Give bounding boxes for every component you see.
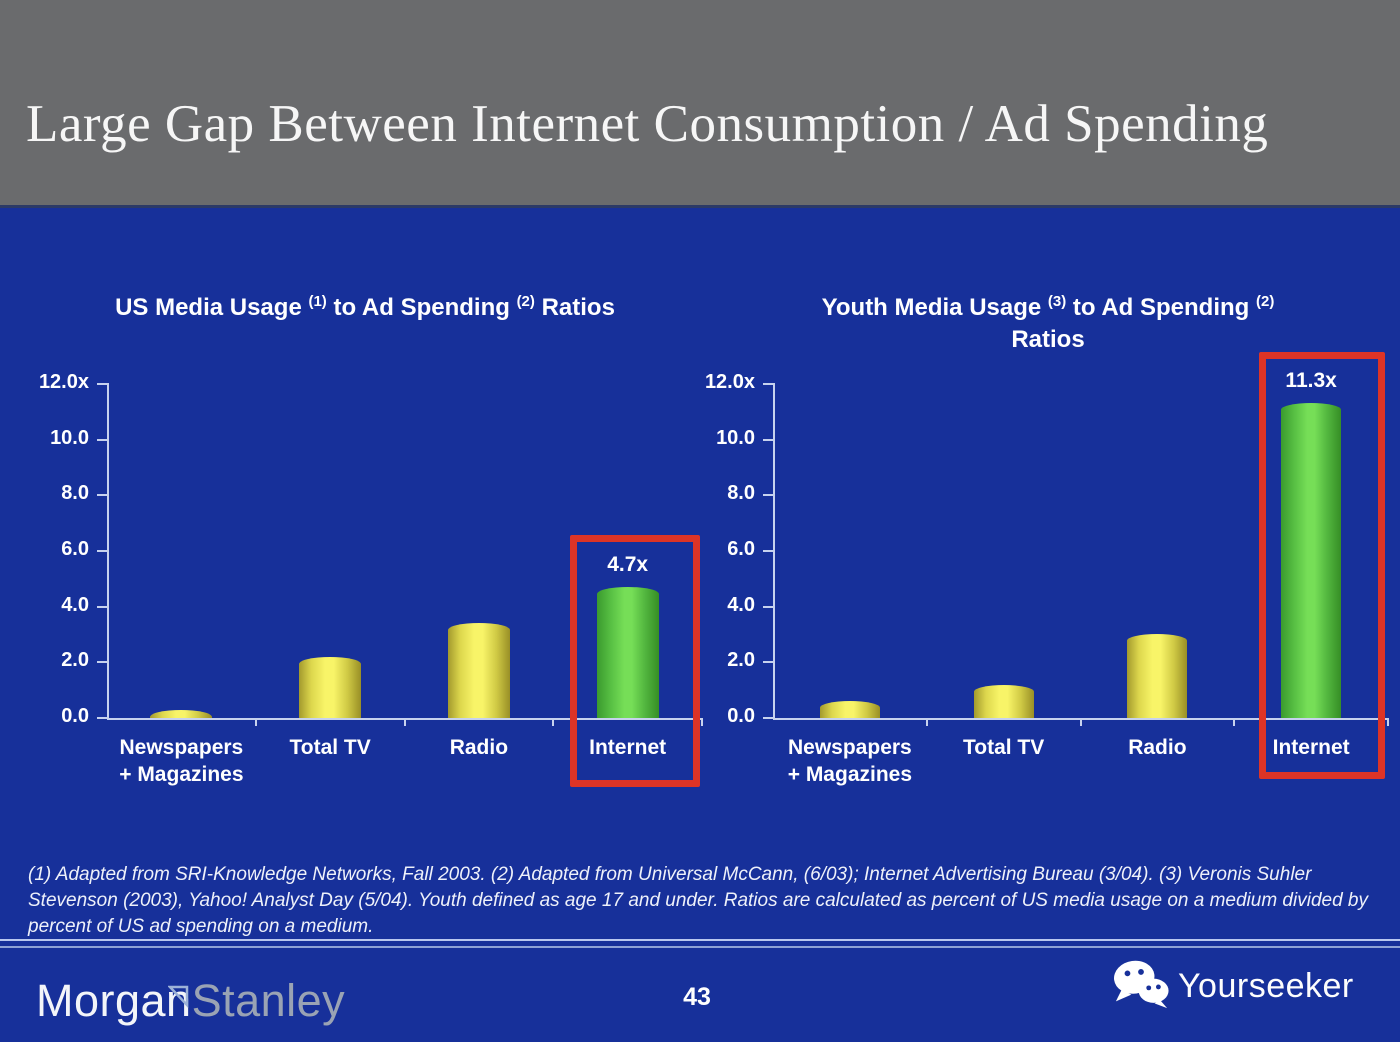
- y-axis-tick: [763, 717, 773, 719]
- category-label-line: Newspapers: [119, 736, 244, 759]
- x-axis-tick: [701, 718, 703, 726]
- category-label-line: Internet: [1272, 736, 1350, 759]
- footnote: (1) Adapted from SRI-Knowledge Networks,…: [28, 864, 1368, 937]
- y-axis-tick-label: 8.0: [61, 482, 89, 505]
- bar-radio: [1127, 634, 1187, 718]
- yourseeker-watermark: Yourseeker: [1112, 958, 1354, 1015]
- x-axis-tick: [254, 718, 257, 726]
- title-superscript: (3): [1047, 293, 1067, 310]
- y-axis-tick: [97, 717, 107, 719]
- bar-value-label: 4.7x: [607, 553, 649, 576]
- title-text: to Ad Spending: [1066, 294, 1256, 321]
- y-axis-tick-label: 8.0: [727, 482, 755, 505]
- y-axis-line: [773, 383, 775, 719]
- y-axis-tick-label: 0.0: [61, 705, 89, 727]
- category-label: Internet: [533, 734, 723, 761]
- title-text: to Ad Spending: [326, 294, 517, 321]
- y-axis-tick: [763, 438, 773, 441]
- y-axis-tick: [763, 605, 773, 608]
- y-axis-tick: [97, 550, 107, 552]
- category-label: Newspapers + Magazines: [86, 734, 276, 789]
- morgan-stanley-triangle-icon: [167, 967, 190, 1019]
- wechat-icon: [1112, 958, 1170, 1015]
- y-axis-tick-label: 12.0x: [704, 371, 755, 393]
- slide-title: Large Gap Between Internet Consumption /…: [26, 94, 1269, 153]
- y-axis-tick-label: 2.0: [727, 649, 755, 672]
- highlight-box: [570, 535, 700, 787]
- chart-title: Youth Media Usage (3) to Ad Spending (2)…: [763, 292, 1333, 357]
- title-text: Youth Media Usage: [821, 294, 1048, 321]
- y-axis-tick: [97, 494, 107, 497]
- category-label-line: Total TV: [962, 736, 1045, 759]
- y-axis-line: [107, 383, 109, 719]
- title-text: Ratios: [534, 294, 615, 321]
- y-axis-tick-label: 6.0: [727, 538, 755, 560]
- y-axis-tick: [97, 605, 107, 608]
- category-label: Total TV: [909, 734, 1099, 761]
- bar-total-tv: [299, 657, 361, 718]
- y-axis-tick-label: 10.0: [50, 426, 89, 449]
- highlight-box: [1259, 352, 1385, 779]
- y-axis-tick: [763, 494, 773, 497]
- x-axis-tick: [403, 718, 406, 726]
- y-axis-tick: [763, 661, 773, 664]
- category-label-line: Internet: [589, 736, 667, 759]
- bar-total-tv: [974, 685, 1034, 718]
- bar-radio: [448, 623, 510, 718]
- y-axis-tick-label: 0.0: [727, 705, 755, 727]
- y-axis-tick: [97, 661, 107, 664]
- y-axis-tick: [97, 383, 107, 385]
- watermark-text: Yourseeker: [1178, 967, 1354, 1005]
- morgan-stanley-logo: MorganStanley: [36, 975, 345, 1027]
- y-axis-tick-label: 10.0: [716, 426, 755, 449]
- bar-internet: [1281, 403, 1341, 718]
- x-axis-tick: [1079, 718, 1082, 726]
- category-label: Radio: [1062, 734, 1252, 761]
- category-label: Total TV: [235, 734, 425, 761]
- category-label: Internet: [1216, 734, 1400, 761]
- x-axis-tick: [1387, 718, 1389, 726]
- logo-text-stanley: Stanley: [191, 975, 346, 1026]
- y-axis-tick: [763, 550, 773, 552]
- category-label-line: Newspapers: [788, 736, 912, 759]
- x-axis-tick: [925, 718, 928, 726]
- category-label: Newspapers + Magazines: [755, 734, 945, 789]
- y-axis-tick-label: 6.0: [61, 538, 89, 560]
- title-superscript: (1): [308, 293, 327, 310]
- bar-newspapers-magazines: [150, 710, 212, 718]
- title-superscript: (2): [516, 293, 535, 310]
- category-label-line: + Magazines: [787, 763, 913, 787]
- bar-value-label: 11.3x: [1285, 369, 1337, 392]
- x-axis-tick: [552, 718, 555, 726]
- y-axis-tick: [763, 383, 773, 385]
- bar-newspapers-magazines: [820, 701, 880, 718]
- slide-header: Large Gap Between Internet Consumption /…: [0, 0, 1400, 208]
- title-text: US Media Usage: [115, 294, 309, 321]
- category-label-line: Total TV: [289, 736, 371, 759]
- category-label-line: + Magazines: [119, 763, 244, 787]
- y-axis-tick: [97, 438, 107, 441]
- x-axis-tick: [1233, 718, 1236, 726]
- category-label-line: Radio: [449, 736, 509, 759]
- title-text: Ratios: [1011, 326, 1085, 354]
- category-label-line: Radio: [1128, 736, 1187, 759]
- y-axis-tick-label: 2.0: [61, 649, 89, 672]
- title-superscript: (2): [1256, 293, 1275, 310]
- y-axis-tick-label: 4.0: [727, 593, 755, 616]
- category-label: Radio: [384, 734, 574, 761]
- logo-text-morgan: Morgan: [36, 975, 192, 1026]
- page-number: 43: [683, 983, 711, 1011]
- separator-line: [0, 939, 1400, 948]
- bar-internet: [597, 587, 659, 718]
- chart-title: US Media Usage (1) to Ad Spending (2) Ra…: [60, 292, 670, 324]
- y-axis-tick-label: 12.0x: [38, 371, 89, 393]
- y-axis-tick-label: 4.0: [61, 593, 89, 616]
